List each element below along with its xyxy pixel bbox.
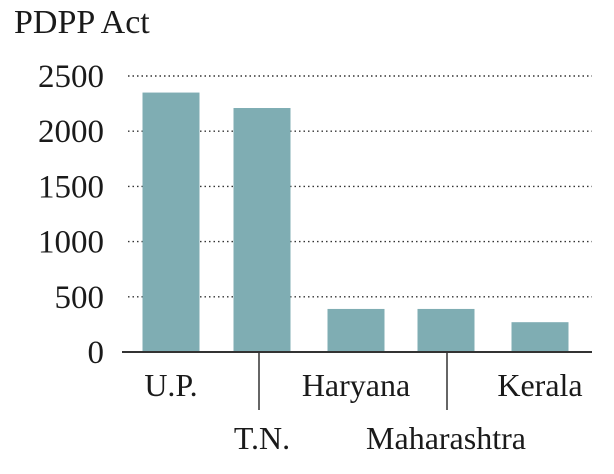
x-tick-label-kerala: Kerala <box>497 367 582 403</box>
y-tick-label-1000: 1000 <box>38 225 104 261</box>
y-tick-label-500: 500 <box>55 280 105 316</box>
x-tick-label-haryana: Haryana <box>302 367 410 403</box>
y-axis-ticks: 0 500 1000 1500 2000 2500 <box>38 59 104 371</box>
bar-maharashtra <box>417 308 475 352</box>
y-tick-label-2500: 2500 <box>38 59 104 95</box>
category-labels: U.P. T.N. Haryana Maharashtra Kerala <box>144 367 582 456</box>
bar-haryana <box>327 308 385 352</box>
y-tick-label-1500: 1500 <box>38 169 104 205</box>
y-tick-label-0: 0 <box>88 335 105 371</box>
x-axis <box>122 351 592 410</box>
x-tick-label-tn: T.N. <box>234 420 290 456</box>
bars <box>142 92 569 353</box>
bar-tn <box>233 108 291 353</box>
bar-up <box>142 92 200 352</box>
gridlines <box>128 75 592 298</box>
bar-kerala <box>511 322 569 352</box>
chart-title: PDPP Act <box>14 4 150 41</box>
x-tick-label-maharashtra: Maharashtra <box>366 420 526 456</box>
x-tick-label-up: U.P. <box>144 367 197 403</box>
y-tick-label-2000: 2000 <box>38 114 104 150</box>
